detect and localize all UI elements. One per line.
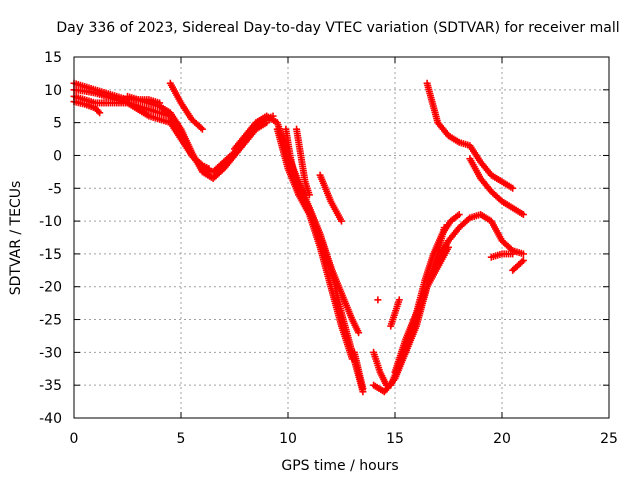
- y-tick-label: 10: [44, 83, 62, 99]
- y-tick-label: 15: [44, 50, 62, 66]
- x-tick-label: 5: [177, 431, 186, 447]
- plot-frame: [73, 56, 610, 419]
- series-arc-24: [509, 256, 527, 274]
- data-point: [509, 250, 517, 258]
- series-arc-5: [166, 79, 206, 133]
- series-arc-12: [316, 171, 345, 225]
- series-arc-10: [282, 125, 303, 199]
- series-arc-6: [124, 92, 164, 107]
- y-tick-label: 5: [53, 116, 62, 132]
- series-arc-13: [350, 348, 367, 392]
- series-arc-14: [370, 348, 390, 389]
- y-tick-label: -15: [39, 247, 62, 263]
- data-point: [374, 296, 382, 304]
- series-arc-11: [293, 125, 313, 199]
- x-tick-label: 10: [279, 431, 297, 447]
- y-tick-label: -35: [39, 378, 62, 394]
- x-axis-label: GPS time / hours: [281, 458, 398, 474]
- data-point: [395, 296, 403, 304]
- data-point: [464, 215, 472, 223]
- y-tick-label: -10: [39, 214, 62, 230]
- series-arc-22: [466, 155, 527, 219]
- data-point: [519, 256, 527, 264]
- data-point: [197, 160, 205, 168]
- series-arc-23: [487, 250, 517, 261]
- data-point: [295, 191, 303, 199]
- data-point: [338, 217, 345, 225]
- data-point: [519, 250, 527, 258]
- x-tick-label: 20: [493, 431, 511, 447]
- data-point: [198, 125, 206, 133]
- x-tick-label: 0: [70, 431, 79, 447]
- y-tick-label: 0: [53, 148, 62, 164]
- data-point: [440, 224, 448, 232]
- series-arc-18: [402, 224, 448, 356]
- series-arc-21: [423, 79, 517, 192]
- y-axis-label: SDTVAR / TECUs: [8, 181, 24, 296]
- y-tick-label: -25: [39, 313, 62, 329]
- data-point: [355, 329, 363, 337]
- y-tick-label: -5: [48, 181, 62, 197]
- data-point: [445, 243, 452, 251]
- y-tick-label: -20: [39, 280, 62, 296]
- data-point: [509, 184, 517, 192]
- x-tick-label: 15: [386, 431, 404, 447]
- data-point: [94, 107, 102, 115]
- series-arc-19: [387, 296, 403, 330]
- data-point: [96, 109, 104, 117]
- data-points: [70, 79, 527, 396]
- data-point: [455, 211, 463, 219]
- data-point: [359, 384, 367, 392]
- data-point: [205, 165, 213, 173]
- y-tick-label: -30: [39, 345, 62, 361]
- data-point: [305, 191, 313, 199]
- data-point: [156, 99, 164, 107]
- ticks: 0 5 10 15 20 25 15 10 5 0 -5 -10 -15 -20 -25 -30 -35 -40: [39, 50, 618, 447]
- y-tick-label: -40: [39, 411, 62, 427]
- data-point: [518, 258, 526, 266]
- series-arc-8: [273, 125, 356, 363]
- data-point: [519, 211, 527, 219]
- data-point: [197, 124, 205, 132]
- x-tick-label: 25: [600, 431, 618, 447]
- series-arc-20: [374, 296, 382, 304]
- chart-title: Day 336 of 2023, Sidereal Day-to-day VTE…: [56, 20, 619, 36]
